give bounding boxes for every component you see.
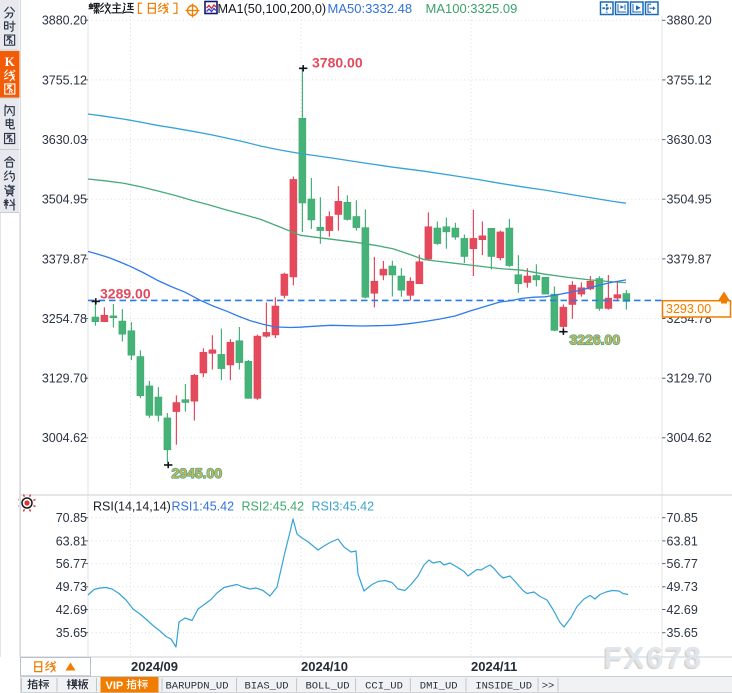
svg-text:56.77: 56.77: [667, 557, 698, 571]
svg-text:DMI_UD: DMI_UD: [420, 681, 458, 693]
svg-text:3293.00: 3293.00: [666, 302, 711, 316]
svg-text:3504.95: 3504.95: [667, 193, 712, 207]
svg-text:2024/10: 2024/10: [301, 659, 348, 674]
svg-text:3504.95: 3504.95: [42, 193, 87, 207]
svg-text:2024/09: 2024/09: [131, 659, 178, 674]
svg-text:49.73: 49.73: [56, 580, 87, 594]
svg-text:MA1(50,100,200,0): MA1(50,100,200,0): [218, 2, 327, 16]
svg-text:42.69: 42.69: [56, 603, 87, 617]
svg-text:70.85: 70.85: [667, 511, 698, 525]
svg-text:MA100:3325.09: MA100:3325.09: [426, 1, 518, 16]
svg-text:MA50:3332.48: MA50:3332.48: [328, 1, 413, 16]
svg-text:3755.12: 3755.12: [667, 73, 712, 87]
svg-text:CCI_UD: CCI_UD: [365, 681, 403, 693]
svg-text:2024/11: 2024/11: [471, 659, 517, 674]
svg-text:35.65: 35.65: [667, 626, 698, 640]
svg-text:FX678: FX678: [603, 643, 702, 676]
svg-text:RSI2:45.42: RSI2:45.42: [242, 500, 305, 514]
svg-text:3880.20: 3880.20: [42, 14, 87, 28]
svg-text:35.65: 35.65: [56, 626, 87, 640]
svg-text:3254.78: 3254.78: [42, 312, 87, 326]
svg-text:3379.87: 3379.87: [42, 252, 87, 266]
svg-text:3226.00: 3226.00: [570, 332, 621, 348]
svg-text:BIAS_UD: BIAS_UD: [244, 681, 288, 693]
svg-text:3630.03: 3630.03: [42, 133, 87, 147]
svg-text:INSIDE_UD: INSIDE_UD: [475, 681, 532, 693]
svg-text:3630.03: 3630.03: [667, 133, 712, 147]
svg-text:3129.70: 3129.70: [42, 372, 87, 386]
svg-text:>>: >>: [542, 681, 555, 693]
svg-text:BARUPDN_UD: BARUPDN_UD: [165, 681, 228, 693]
svg-text:3004.62: 3004.62: [42, 431, 87, 445]
svg-text:2945.00: 2945.00: [172, 465, 223, 481]
svg-text:3129.70: 3129.70: [667, 372, 712, 386]
svg-text:42.69: 42.69: [667, 603, 698, 617]
svg-text:3004.62: 3004.62: [667, 431, 712, 445]
svg-text:3755.12: 3755.12: [42, 73, 87, 87]
svg-text:3289.00: 3289.00: [100, 286, 151, 302]
svg-text:49.73: 49.73: [667, 580, 698, 594]
svg-text:BOLL_UD: BOLL_UD: [305, 681, 349, 693]
svg-text:63.81: 63.81: [667, 534, 698, 548]
svg-text:3379.87: 3379.87: [667, 252, 712, 266]
svg-text:RSI1:45.42: RSI1:45.42: [172, 500, 235, 514]
svg-text:FX678: FX678: [604, 642, 703, 675]
svg-text:RSI3:45.42: RSI3:45.42: [312, 500, 375, 514]
svg-text:3780.00: 3780.00: [312, 55, 363, 71]
svg-text:70.85: 70.85: [56, 511, 87, 525]
svg-text:56.77: 56.77: [56, 557, 87, 571]
svg-text:VIP: VIP: [106, 680, 124, 692]
svg-text:3880.20: 3880.20: [667, 14, 712, 28]
svg-text:RSI(14,14,14): RSI(14,14,14): [93, 500, 171, 514]
svg-text:63.81: 63.81: [56, 534, 87, 548]
svg-text:K: K: [5, 54, 16, 69]
